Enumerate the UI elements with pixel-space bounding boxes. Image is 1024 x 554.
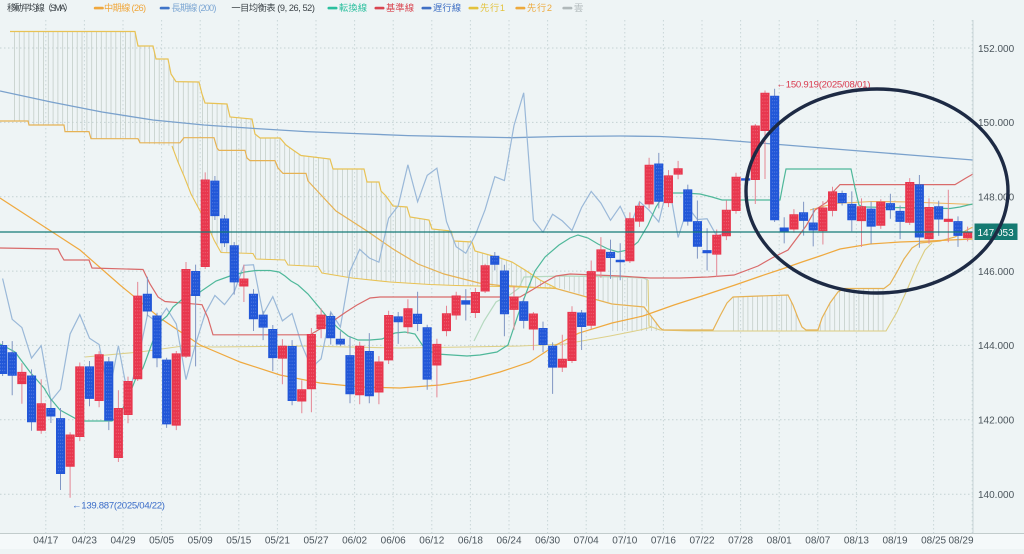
svg-text:06/18: 06/18	[458, 536, 483, 547]
svg-text:148.000: 148.000	[978, 193, 1015, 204]
svg-text:基準線: 基準線	[386, 2, 414, 13]
svg-text:05/05: 05/05	[149, 536, 174, 547]
svg-text:146.000: 146.000	[978, 267, 1015, 278]
svg-text:04/29: 04/29	[110, 536, 135, 547]
svg-text:05/15: 05/15	[226, 536, 251, 547]
svg-text:08/01: 08/01	[767, 536, 792, 547]
svg-text:152.000: 152.000	[978, 44, 1015, 55]
svg-text:遅行線: 遅行線	[433, 2, 461, 13]
svg-text:07/04: 07/04	[574, 536, 599, 547]
svg-text:144.000: 144.000	[978, 341, 1015, 352]
svg-text:150.000: 150.000	[978, 118, 1015, 129]
svg-text:04/23: 04/23	[72, 536, 97, 547]
svg-text:中期線 (26): 中期線 (26)	[104, 2, 146, 13]
svg-text:08/13: 08/13	[844, 536, 869, 547]
svg-text:140.000: 140.000	[978, 490, 1015, 501]
svg-text:一目均衡表 (9, 26, 52): 一目均衡表 (9, 26, 52)	[231, 2, 315, 13]
svg-text:雲: 雲	[574, 3, 583, 13]
svg-text:先行1: 先行1	[480, 2, 505, 13]
svg-text:08/25: 08/25	[921, 536, 946, 547]
svg-text:07/16: 07/16	[651, 536, 676, 547]
svg-text:05/21: 05/21	[265, 536, 290, 547]
svg-text:←150.919(2025/08/01): ←150.919(2025/08/01)	[776, 80, 870, 91]
svg-text:06/24: 06/24	[496, 536, 521, 547]
svg-text:←139.887(2025/04/22): ←139.887(2025/04/22)	[72, 501, 165, 512]
svg-text:先行2: 先行2	[527, 2, 552, 13]
svg-text:08/19: 08/19	[882, 536, 907, 547]
svg-text:06/02: 06/02	[342, 536, 367, 547]
svg-text:07/22: 07/22	[689, 536, 714, 547]
svg-text:04/17: 04/17	[33, 536, 58, 547]
svg-text:移動平均線（SMA）: 移動平均線（SMA）	[7, 2, 73, 13]
svg-text:長期線 (200): 長期線 (200)	[171, 2, 216, 13]
svg-text:08/07: 08/07	[805, 536, 830, 547]
svg-text:05/09: 05/09	[188, 536, 213, 547]
svg-text:06/12: 06/12	[419, 536, 444, 547]
svg-text:06/06: 06/06	[381, 536, 406, 547]
svg-text:06/30: 06/30	[535, 536, 560, 547]
svg-text:07/28: 07/28	[728, 536, 753, 547]
svg-text:転換線: 転換線	[339, 2, 367, 13]
svg-text:05/27: 05/27	[303, 536, 328, 547]
svg-text:142.000: 142.000	[978, 416, 1015, 427]
svg-text:07/10: 07/10	[612, 536, 637, 547]
svg-text:08/29: 08/29	[948, 536, 973, 547]
